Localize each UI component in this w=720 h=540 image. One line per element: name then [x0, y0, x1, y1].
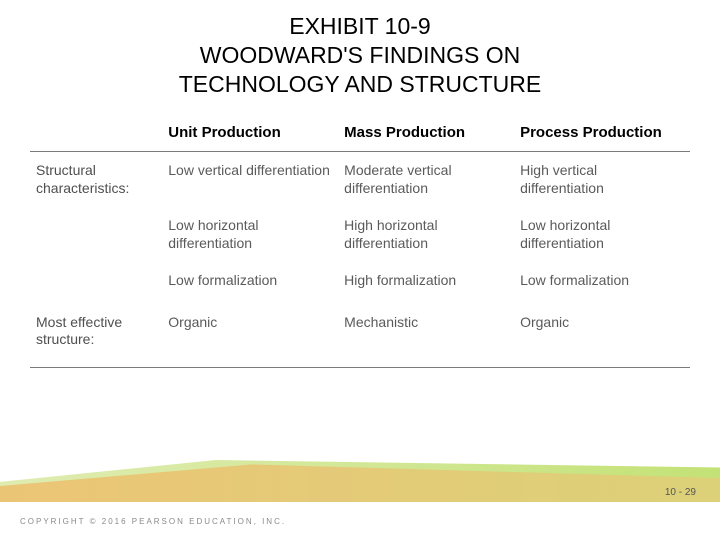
title-line-2: WOODWARD'S FINDINGS ON	[60, 41, 660, 70]
table-cell: Moderate vertical differentiation	[338, 152, 514, 208]
deco-orange-shape	[0, 462, 720, 502]
row-label: Structural characteristics:	[30, 152, 162, 300]
column-header: Mass Production	[338, 116, 514, 152]
header-empty	[30, 116, 162, 152]
row-label: Most effective structure:	[30, 300, 162, 368]
column-header: Process Production	[514, 116, 690, 152]
deco-green-shape	[0, 460, 720, 502]
table-cell: High formalization	[338, 262, 514, 300]
table-cell: Low horizontal differentiation	[514, 207, 690, 262]
table-cell: Low formalization	[162, 262, 338, 300]
table-row: Structural characteristics: Low vertical…	[30, 152, 690, 208]
findings-table: Unit Production Mass Production Process …	[30, 116, 690, 368]
table-cell: Organic	[162, 300, 338, 368]
table-cell: High horizontal differentiation	[338, 207, 514, 262]
page-number: 10 - 29	[665, 487, 696, 498]
column-header: Unit Production	[162, 116, 338, 152]
table-cell: Low horizontal differentiation	[162, 207, 338, 262]
table-row: Most effective structure: Organic Mechan…	[30, 300, 690, 368]
footer: COPYRIGHT © 2016 PEARSON EDUCATION, INC.	[0, 502, 720, 540]
title-line-3: TECHNOLOGY AND STRUCTURE	[60, 70, 660, 99]
copyright-text: COPYRIGHT © 2016 PEARSON EDUCATION, INC.	[20, 517, 286, 526]
title-line-1: EXHIBIT 10-9	[60, 12, 660, 41]
table-cell: Low formalization	[514, 262, 690, 300]
table-cell: Low vertical differentiation	[162, 152, 338, 208]
table-cell: Organic	[514, 300, 690, 368]
table-header-row: Unit Production Mass Production Process …	[30, 116, 690, 152]
findings-table-wrap: Unit Production Mass Production Process …	[0, 116, 720, 368]
table-cell: High vertical differentiation	[514, 152, 690, 208]
table-cell: Mechanistic	[338, 300, 514, 368]
decorative-swoosh	[0, 432, 720, 502]
slide-title: EXHIBIT 10-9 WOODWARD'S FINDINGS ON TECH…	[0, 0, 720, 116]
